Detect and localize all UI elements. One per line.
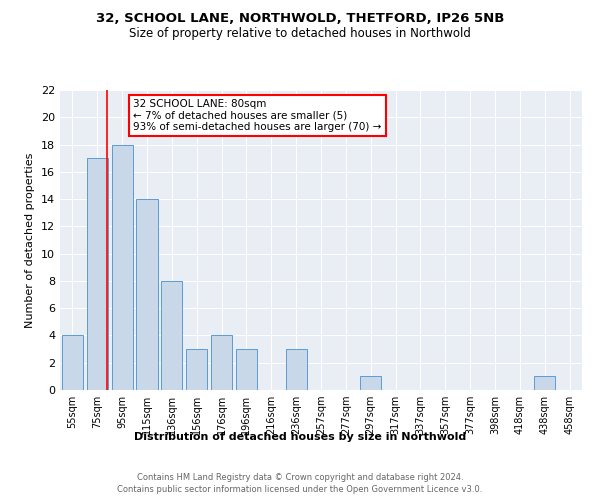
Bar (286, 349, 307, 390)
Y-axis label: Number of detached properties: Number of detached properties (25, 152, 35, 328)
Bar (112, 144, 133, 390)
Bar (236, 349, 257, 390)
Text: Contains public sector information licensed under the Open Government Licence v3: Contains public sector information licen… (118, 485, 482, 494)
Text: Size of property relative to detached houses in Northwold: Size of property relative to detached ho… (129, 28, 471, 40)
Bar (360, 376, 381, 390)
Bar (534, 376, 555, 390)
Text: Distribution of detached houses by size in Northwold: Distribution of detached houses by size … (134, 432, 466, 442)
Bar (186, 349, 207, 390)
Bar (87, 158, 108, 390)
Text: 32 SCHOOL LANE: 80sqm
← 7% of detached houses are smaller (5)
93% of semi-detach: 32 SCHOOL LANE: 80sqm ← 7% of detached h… (133, 99, 382, 132)
Bar (211, 336, 232, 390)
Text: Contains HM Land Registry data © Crown copyright and database right 2024.: Contains HM Land Registry data © Crown c… (137, 472, 463, 482)
Bar (136, 199, 158, 390)
Bar (62, 336, 83, 390)
Bar (161, 281, 182, 390)
Text: 32, SCHOOL LANE, NORTHWOLD, THETFORD, IP26 5NB: 32, SCHOOL LANE, NORTHWOLD, THETFORD, IP… (96, 12, 504, 26)
